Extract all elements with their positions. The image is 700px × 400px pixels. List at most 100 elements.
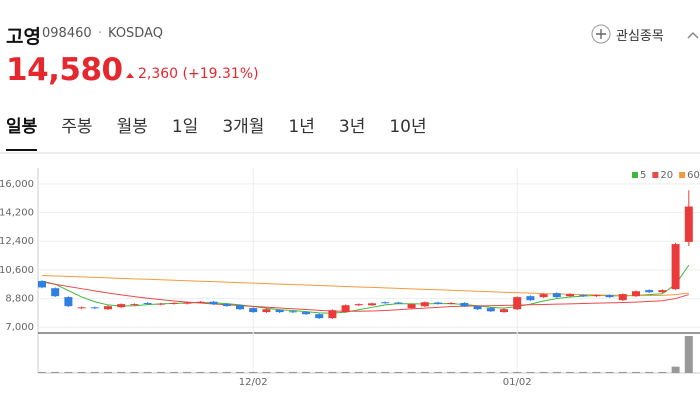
legend-label: 20 <box>660 170 673 181</box>
volume-bar <box>632 371 640 373</box>
volume-bar <box>222 371 231 373</box>
volume-bar <box>539 371 548 373</box>
x-tick-label: 12/02 <box>239 377 268 388</box>
volume-bar <box>90 371 99 373</box>
y-tick-label: 7,000 <box>5 322 34 333</box>
candle-body <box>262 309 271 313</box>
volume-bar <box>526 371 535 373</box>
volume-bar <box>156 371 165 373</box>
y-tick-label: 12,400 <box>0 236 34 247</box>
period-tabs: 일봉 주봉 월봉 1일 3개월 1년 3년 10년 <box>0 112 445 151</box>
tab[interactable]: 1일 <box>171 117 199 137</box>
volume-bar <box>368 371 376 373</box>
candle-body <box>473 306 482 310</box>
volume-bar <box>143 371 152 373</box>
candle-body <box>381 302 390 304</box>
candle-body <box>579 295 588 297</box>
candle-body <box>618 294 627 301</box>
candle-body <box>407 304 416 309</box>
tab[interactable]: 일봉 <box>6 112 38 151</box>
candle-body <box>460 303 469 307</box>
candle-body <box>64 297 73 307</box>
volume-bar <box>209 371 218 373</box>
x-tick-label: 01/02 <box>503 377 532 388</box>
candle-body <box>328 310 337 319</box>
candle-body <box>526 296 535 301</box>
legend-swatch <box>679 172 686 178</box>
tab[interactable]: 1년 <box>288 117 315 137</box>
candle-body <box>566 294 574 297</box>
volume-bar <box>394 371 403 373</box>
candle-body <box>420 302 429 307</box>
tab[interactable]: 주봉 <box>61 117 93 137</box>
candle-body <box>130 304 139 306</box>
candle-body <box>143 303 152 305</box>
y-tick-label: 16,000 <box>0 179 34 190</box>
candle-body <box>447 303 456 305</box>
volume-bar <box>605 371 614 373</box>
candle-body <box>658 290 667 293</box>
volume-bar <box>38 371 46 373</box>
candle-body <box>117 304 126 308</box>
stock-name: 고영 <box>6 26 41 48</box>
legend-label: 5 <box>640 170 646 181</box>
stock-code: 098460 <box>42 26 92 41</box>
change-rate: (+19.31%) <box>182 66 259 82</box>
volume-bar <box>566 371 574 373</box>
candle-body <box>368 303 376 306</box>
moving-average <box>41 264 690 314</box>
volume-bar <box>341 371 350 373</box>
favorite-button[interactable]: 관심종목 <box>616 29 664 44</box>
fav-icon[interactable] <box>591 24 611 44</box>
candle-body <box>315 314 324 319</box>
volume-bar <box>315 371 324 373</box>
volume-bar <box>77 371 86 373</box>
volume-bar <box>579 371 588 373</box>
up-arrow <box>126 73 134 78</box>
volume-bar <box>460 371 469 373</box>
moving-average <box>41 274 689 297</box>
tab[interactable]: 3년 <box>338 117 366 137</box>
volume-bar <box>645 371 654 373</box>
volume-bar <box>354 371 363 373</box>
volume-bar <box>473 371 482 373</box>
candle-body <box>671 244 680 290</box>
candle-body <box>592 295 601 297</box>
candle-body <box>183 302 192 304</box>
fav-plus <box>596 29 606 39</box>
separator: · <box>98 26 103 41</box>
volume-bar <box>500 371 508 373</box>
candle-body <box>302 312 310 315</box>
change-amount: 2,360 <box>138 66 179 82</box>
volume-bar <box>552 371 561 373</box>
volume-bar <box>130 371 139 373</box>
volume-bar <box>104 371 112 373</box>
candle-body <box>249 308 258 313</box>
legend-swatch <box>632 172 638 178</box>
tab[interactable]: 3개월 <box>222 117 265 137</box>
candle-body <box>275 310 284 313</box>
volume-bar <box>618 371 627 373</box>
candle-body <box>513 297 522 310</box>
candle-body <box>170 303 178 305</box>
candle-body <box>500 309 508 313</box>
volume-bar <box>275 371 284 373</box>
collapse-icon[interactable] <box>687 31 699 39</box>
moving-average <box>41 281 689 312</box>
candle-body <box>104 306 112 310</box>
volume-bar <box>420 371 429 373</box>
volume-bar <box>262 371 271 373</box>
candle-body <box>156 303 165 305</box>
volume-bar <box>381 371 390 373</box>
tab[interactable]: 월봉 <box>116 117 148 137</box>
candle-body <box>486 308 495 312</box>
candle-body <box>77 307 86 309</box>
volume-bar <box>592 371 601 373</box>
candle-body <box>605 295 614 298</box>
candle-body <box>341 305 350 313</box>
candle-body <box>209 301 218 305</box>
volume-bar <box>302 371 310 373</box>
tab[interactable]: 10년 <box>389 117 427 137</box>
candle-body <box>196 301 205 303</box>
